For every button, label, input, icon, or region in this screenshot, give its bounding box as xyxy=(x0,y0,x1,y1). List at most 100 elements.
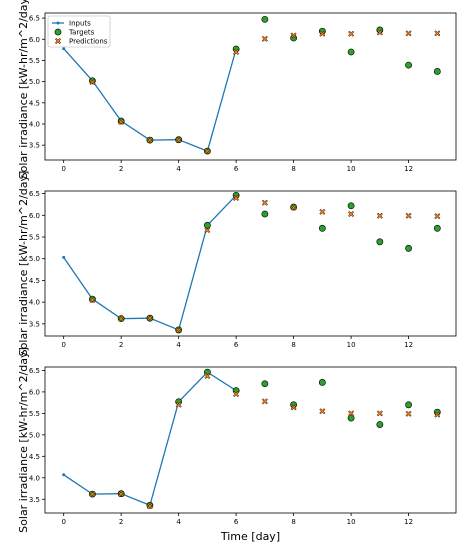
legend-predictions-marker xyxy=(54,37,62,45)
y-axis-label: Solar irradiance [kW-hr/m^2/day] xyxy=(17,171,30,357)
target-point xyxy=(347,414,355,422)
y-tick-label: 3.5 xyxy=(29,320,40,328)
prediction-point xyxy=(118,315,125,322)
y-tick-label: 4.5 xyxy=(29,277,40,285)
target-point xyxy=(318,379,326,386)
target-point xyxy=(261,15,269,23)
x-tick-label: 12 xyxy=(404,165,413,173)
prediction-point xyxy=(290,404,297,411)
x-tick-label: 6 xyxy=(234,341,239,349)
y-tick-label: 5.5 xyxy=(29,410,40,418)
prediction-point xyxy=(233,194,240,201)
target-point xyxy=(405,401,412,409)
inputs-point xyxy=(62,473,66,477)
y-tick-label: 3.5 xyxy=(29,496,40,504)
x-tick-label: 12 xyxy=(404,341,413,349)
legend-label: Predictions xyxy=(69,38,108,46)
x-axis-label: Time [day] xyxy=(220,530,280,543)
prediction-point xyxy=(376,410,383,417)
y-tick-label: 5.0 xyxy=(29,431,40,439)
target-point xyxy=(433,68,441,75)
prediction-point xyxy=(233,48,240,56)
prediction-point xyxy=(348,30,355,37)
prediction-point xyxy=(204,227,211,234)
prediction-point xyxy=(434,213,441,220)
target-point xyxy=(347,48,355,56)
target-point xyxy=(261,210,269,218)
target-point xyxy=(261,380,269,388)
inputs-point xyxy=(62,47,66,51)
prediction-point xyxy=(348,410,355,417)
prediction-point xyxy=(405,410,412,417)
x-tick-label: 8 xyxy=(291,341,295,349)
target-point xyxy=(203,221,211,229)
target-point xyxy=(376,238,384,246)
plot-frame xyxy=(44,190,457,337)
y-tick-label: 5.5 xyxy=(29,234,40,242)
y-tick-label: 4.0 xyxy=(29,299,40,307)
plot-frame xyxy=(44,366,457,514)
y-axis-label: Solar irradiance [kW-hr/m^2/day] xyxy=(17,0,30,179)
x-tick-label: 2 xyxy=(119,165,123,173)
x-tick-label: 4 xyxy=(176,341,181,349)
prediction-point xyxy=(290,204,297,211)
x-tick-label: 0 xyxy=(61,165,65,173)
prediction-point xyxy=(89,296,96,304)
x-tick-label: 2 xyxy=(119,518,123,526)
y-tick-label: 4.5 xyxy=(29,99,40,107)
prediction-point xyxy=(146,503,153,510)
plot-frame xyxy=(44,12,457,161)
y-tick-label: 4.0 xyxy=(29,120,40,128)
inputs-line xyxy=(63,194,237,331)
target-point xyxy=(347,202,355,210)
x-tick-label: 0 xyxy=(61,518,65,526)
target-point xyxy=(433,224,441,232)
inputs-line xyxy=(63,371,237,507)
target-point xyxy=(405,244,412,252)
prediction-point xyxy=(319,408,326,415)
prediction-point xyxy=(319,30,326,37)
y-axis-label: Solar irradiance [kW-hr/m^2/day] xyxy=(17,347,30,533)
x-tick-label: 4 xyxy=(176,165,181,173)
prediction-point xyxy=(175,401,182,408)
legend-box xyxy=(47,15,111,48)
target-point xyxy=(376,421,384,428)
prediction-point xyxy=(290,32,297,39)
prediction-point xyxy=(348,210,355,218)
prediction-point xyxy=(261,199,268,206)
x-tick-label: 12 xyxy=(404,518,413,526)
target-point xyxy=(318,224,326,232)
x-tick-label: 6 xyxy=(234,518,239,526)
x-tick-label: 10 xyxy=(347,518,356,526)
x-tick-label: 4 xyxy=(176,518,181,526)
y-tick-label: 6.0 xyxy=(29,212,40,220)
y-tick-label: 4.5 xyxy=(29,453,40,461)
prediction-point xyxy=(146,315,153,322)
target-point xyxy=(405,61,412,69)
prediction-point xyxy=(319,208,326,215)
x-tick-label: 0 xyxy=(61,341,65,349)
x-tick-label: 2 xyxy=(119,341,123,349)
legend-label: Targets xyxy=(68,29,95,37)
legend-inputs-marker xyxy=(56,21,60,25)
y-tick-label: 6.0 xyxy=(29,388,40,396)
y-tick-label: 5.0 xyxy=(29,255,40,263)
y-tick-label: 6.5 xyxy=(29,367,40,375)
y-tick-label: 6.5 xyxy=(29,15,40,23)
x-tick-label: 6 xyxy=(234,165,239,173)
prediction-point xyxy=(405,30,412,37)
prediction-point xyxy=(376,29,383,36)
x-tick-label: 10 xyxy=(347,341,356,349)
prediction-point xyxy=(175,137,182,144)
prediction-point xyxy=(376,212,383,219)
prediction-point xyxy=(405,212,412,219)
prediction-point xyxy=(175,327,182,334)
x-tick-label: 8 xyxy=(291,518,295,526)
prediction-point xyxy=(261,35,268,42)
prediction-point xyxy=(118,118,125,125)
